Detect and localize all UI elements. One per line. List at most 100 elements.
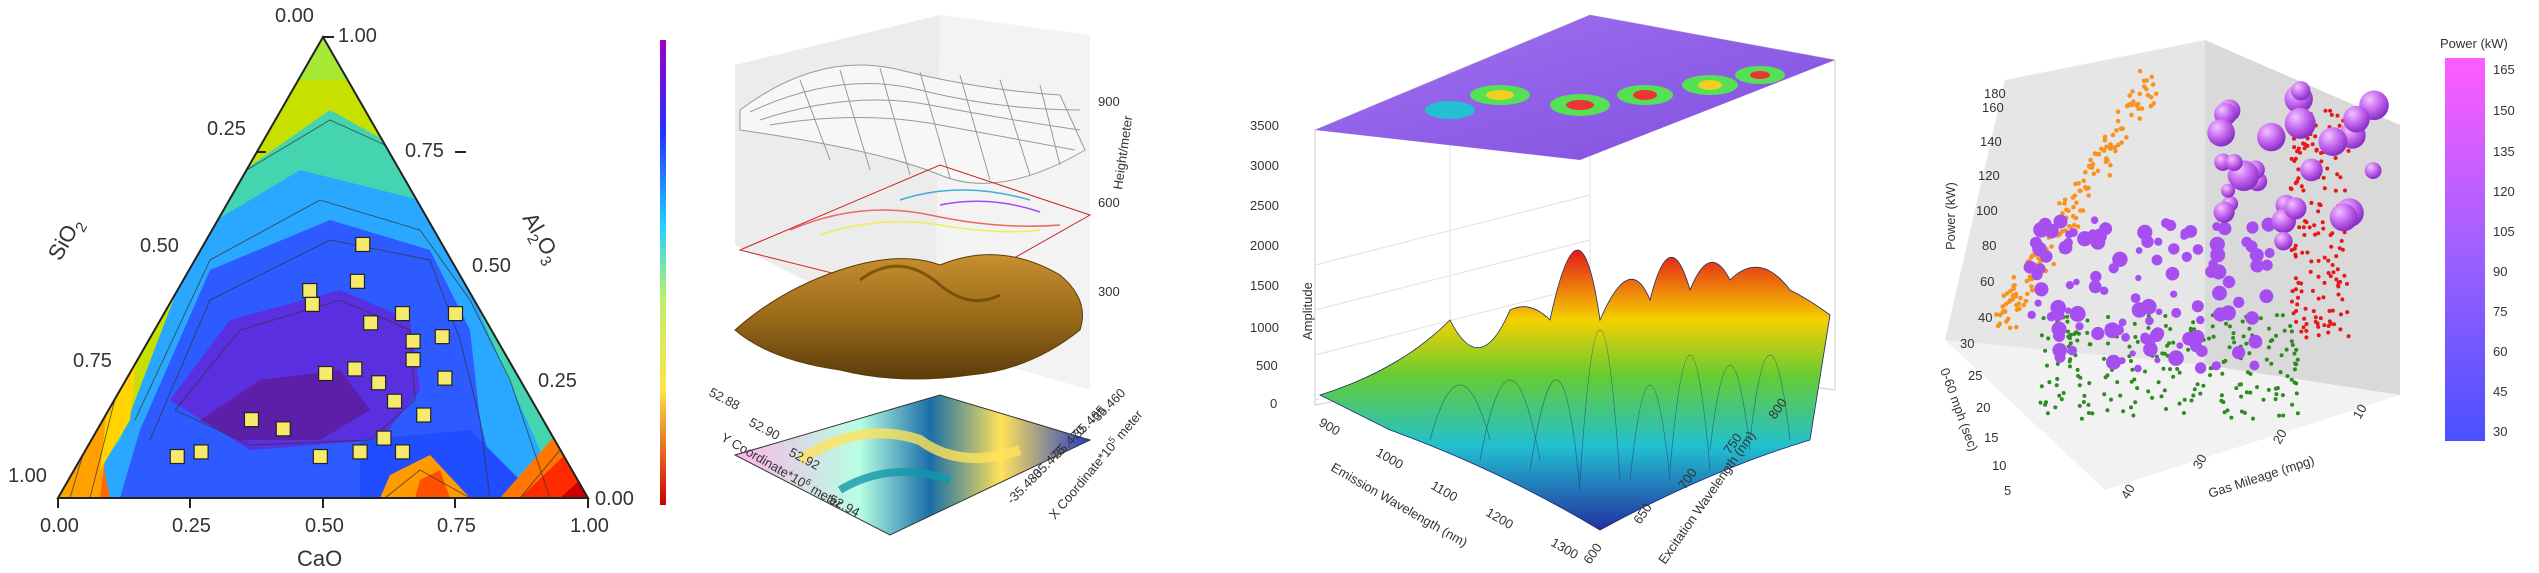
green-point — [2277, 413, 2282, 418]
red-point — [2290, 299, 2294, 304]
green-point — [2224, 321, 2228, 326]
red-point — [2293, 181, 2298, 186]
red-point — [2303, 306, 2308, 311]
green-point — [2171, 340, 2176, 345]
purple-point — [2165, 266, 2180, 281]
orange-point — [2118, 126, 2124, 132]
z-tick-2500: 2500 — [1250, 198, 1279, 213]
purple-point — [2264, 248, 2275, 258]
red-point — [2292, 145, 2297, 150]
purple-point — [2099, 222, 2113, 236]
red-point — [2297, 225, 2302, 230]
green-point — [2231, 331, 2236, 336]
purple-bubble — [2284, 197, 2307, 220]
green-point — [2264, 357, 2269, 362]
green-point — [2227, 324, 2232, 329]
purple-point — [2155, 308, 2163, 316]
z-tick-3000: 3000 — [1250, 158, 1279, 173]
green-point — [2132, 321, 2137, 326]
ternary-data-points — [169, 236, 464, 465]
orange-point — [2104, 144, 2109, 150]
orange-point — [2127, 93, 2132, 98]
orange-point — [2107, 173, 2113, 178]
green-point — [2168, 327, 2173, 331]
mileage-tick-40: 40 — [2118, 481, 2138, 501]
red-point — [2298, 150, 2303, 155]
red-point — [2308, 269, 2313, 274]
orange-point — [2150, 82, 2156, 87]
right-tick-3: 0.25 — [538, 370, 577, 392]
purple-point — [2194, 362, 2207, 374]
orange-point — [2145, 93, 2151, 98]
purple-point — [2137, 224, 2153, 240]
ternary-point-16 — [363, 315, 379, 331]
ternary-point-19 — [416, 407, 432, 423]
purple-point — [2108, 263, 2119, 274]
orange-point — [2003, 301, 2009, 307]
ternary-point-0 — [405, 333, 421, 349]
green-point — [2177, 401, 2182, 406]
svg-text:SiO2: SiO2 — [43, 213, 91, 267]
red-point — [2299, 184, 2304, 189]
ternary-chart-panel: 0.00 0.25 0.50 0.75 1.00 0.00 0.25 0.50 … — [0, 0, 640, 573]
power-tick-40: 40 — [1978, 310, 1992, 325]
green-point — [2188, 326, 2193, 331]
red-point — [2326, 271, 2331, 275]
orange-point — [2115, 118, 2121, 124]
green-point — [2289, 339, 2294, 344]
ternary-tick-labels: 0.00 0.25 0.50 0.75 1.00 0.00 0.25 0.50 … — [8, 5, 634, 537]
green-point — [2244, 390, 2249, 395]
orange-point — [2075, 224, 2081, 229]
axis-label-al2o3: Al2O3 — [518, 208, 562, 269]
red-point — [2328, 233, 2333, 237]
z-tick-1500: 1500 — [1250, 278, 1279, 293]
red-point — [2311, 309, 2316, 314]
purple-point — [2034, 299, 2042, 307]
red-point — [2310, 288, 2315, 293]
green-point — [2231, 335, 2236, 340]
purple-point — [2196, 315, 2205, 325]
red-point — [2296, 295, 2300, 300]
green-point — [2242, 410, 2247, 415]
right-tick-2: 0.50 — [472, 255, 511, 277]
brown-terrain-surface — [734, 254, 1083, 380]
ternary-point-3 — [447, 306, 464, 322]
purple-point — [2171, 307, 2182, 318]
scatter-3d-chart-panel: 40 60 80 100 120 140 160 180 Power (kW) … — [1880, 0, 2539, 573]
green-point — [2278, 370, 2283, 375]
green-point — [2129, 359, 2133, 363]
red-point — [2334, 254, 2339, 259]
purple-point — [2222, 275, 2236, 289]
purple-point — [2245, 311, 2259, 325]
green-point — [2059, 397, 2064, 402]
ternary-point-1 — [434, 329, 450, 345]
green-point — [2274, 333, 2278, 338]
em-tick-1100: 1100 — [1429, 478, 1461, 505]
orange-point — [2119, 140, 2124, 145]
orange-point — [2008, 298, 2013, 303]
green-point — [2087, 342, 2092, 347]
green-point — [2182, 397, 2187, 402]
power-tick-140: 140 — [1980, 134, 2002, 149]
accel-tick-10: 10 — [1992, 458, 2006, 473]
green-point — [2210, 324, 2215, 329]
orange-point — [2102, 134, 2108, 140]
scatter-points — [1994, 68, 2389, 421]
purple-point — [2250, 258, 2264, 273]
orange-point — [2018, 295, 2023, 301]
red-point — [2338, 327, 2343, 332]
red-point — [2303, 142, 2307, 147]
red-point — [2333, 188, 2338, 193]
green-point — [2222, 410, 2227, 415]
purple-point — [2054, 351, 2066, 363]
red-point — [2339, 239, 2344, 243]
purple-point — [2034, 263, 2046, 275]
red-point — [2333, 156, 2338, 160]
green-point — [2189, 398, 2194, 403]
orange-point — [2089, 165, 2095, 170]
orange-point — [2139, 106, 2145, 111]
orange-point — [2025, 291, 2030, 297]
green-point — [2068, 341, 2073, 346]
emission-axis-label: Emission Wavelength (nm) — [1329, 460, 1471, 550]
red-point — [2346, 334, 2351, 339]
